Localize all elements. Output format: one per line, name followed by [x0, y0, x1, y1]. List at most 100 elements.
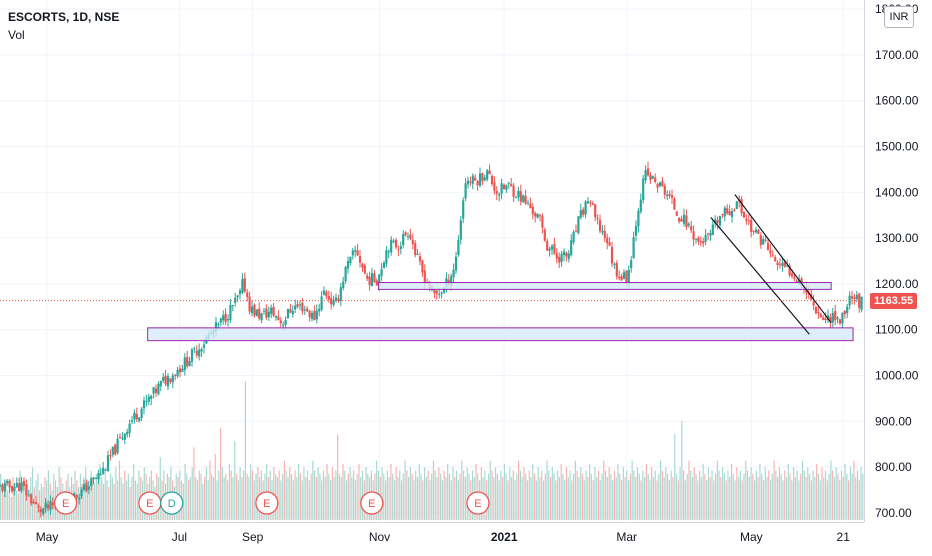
- candle-body: [466, 180, 470, 185]
- volume-bar: [732, 473, 734, 520]
- candle-body: [630, 260, 633, 269]
- volume-bar: [832, 470, 834, 520]
- volume-bar: [752, 473, 754, 520]
- price-tick-label: 1400.00: [875, 185, 919, 199]
- volume-bar: [196, 480, 199, 520]
- candle-body: [846, 306, 849, 314]
- volume-bar: [530, 477, 532, 520]
- trend-line: [734, 194, 832, 324]
- candle-body: [546, 241, 549, 251]
- volume-bar: [19, 470, 21, 520]
- candle-body: [214, 322, 218, 332]
- volume-bar: [807, 467, 809, 520]
- volume-bar: [289, 467, 291, 520]
- volume-bar: [354, 480, 356, 520]
- time-tick-label: Mar: [616, 530, 637, 544]
- volume-bar: [548, 470, 550, 520]
- candle-body: [850, 296, 854, 299]
- candle-body: [507, 183, 510, 185]
- candle-body: [517, 190, 520, 198]
- volume-bar: [739, 470, 741, 520]
- candle-body: [97, 473, 100, 480]
- volume-bar: [395, 467, 397, 520]
- volume-bar: [576, 470, 578, 520]
- candle-body: [740, 199, 743, 214]
- candle-body: [243, 278, 246, 292]
- candle-body: [18, 483, 21, 492]
- volume-bar: [603, 460, 605, 520]
- candle-body: [764, 239, 767, 241]
- volume-indicator-label[interactable]: Vol: [8, 28, 25, 42]
- candle-body: [450, 276, 453, 286]
- volume-bar: [725, 480, 727, 520]
- volume-bar: [755, 470, 757, 520]
- volume-bar: [344, 470, 346, 520]
- candle-body: [690, 225, 693, 231]
- candle-body: [526, 202, 530, 204]
- volume-bar: [702, 463, 704, 520]
- time-axis-svg[interactable]: May Jul Sep Nov 2021 Mar May 21: [0, 523, 864, 551]
- volume-bar: [273, 467, 275, 520]
- candle-body: [20, 482, 23, 491]
- candle-body: [841, 312, 844, 324]
- time-axis[interactable]: May Jul Sep Nov 2021 Mar May 21: [0, 522, 864, 551]
- volume-bar: [88, 487, 90, 520]
- candle-body: [246, 292, 249, 297]
- candle-body: [625, 270, 628, 283]
- candle-body: [253, 304, 256, 316]
- volume-bar: [727, 470, 729, 520]
- candle-body: [234, 297, 237, 303]
- candle-body: [673, 198, 676, 210]
- volume-bar: [746, 470, 749, 520]
- event-marker-label: E: [263, 498, 270, 510]
- volume-bar: [111, 477, 113, 520]
- candle-body: [363, 265, 366, 274]
- candle-body: [586, 201, 590, 204]
- volume-bar: [816, 463, 818, 520]
- candle-body: [654, 177, 657, 183]
- volume-bar: [136, 483, 138, 520]
- volume-bar: [521, 477, 523, 520]
- candle-body: [195, 350, 198, 356]
- volume-bar: [830, 460, 832, 520]
- candle-body: [32, 501, 35, 504]
- symbol-title[interactable]: ESCORTS, 1D, NSE: [8, 10, 120, 24]
- volume-bar: [523, 467, 525, 520]
- volume-bar: [418, 463, 420, 520]
- volume-bar: [324, 477, 326, 520]
- volume-bar: [234, 440, 236, 520]
- price-axis[interactable]: 1800.001700.001600.001500.001400.001300.…: [864, 0, 932, 522]
- candle-body: [570, 240, 573, 256]
- candle-body: [183, 357, 186, 370]
- candle-body: [236, 295, 239, 298]
- volume-bar: [769, 480, 772, 520]
- volume-bar: [819, 480, 821, 520]
- volume-bar: [620, 480, 623, 520]
- volume-bar: [722, 467, 724, 520]
- volume-bar: [331, 467, 333, 520]
- candle-body: [553, 243, 556, 254]
- candle-body: [147, 396, 150, 402]
- currency-badge[interactable]: INR: [884, 6, 914, 28]
- candle-body: [332, 300, 335, 305]
- volume-bar: [784, 470, 786, 520]
- volume-bar: [244, 381, 246, 520]
- volume-bar: [860, 467, 862, 520]
- volume-bar: [778, 467, 781, 520]
- resistance-zone: [377, 282, 832, 290]
- candle-body: [589, 202, 592, 204]
- candle-body: [543, 229, 546, 241]
- price-axis-svg[interactable]: 1800.001700.001600.001500.001400.001300.…: [865, 0, 932, 522]
- volume-bar: [255, 473, 257, 520]
- volume-bar: [581, 473, 584, 520]
- event-marker-label: E: [368, 498, 375, 510]
- candle-body: [258, 308, 261, 319]
- volume-bar: [448, 473, 451, 520]
- volume-bar: [553, 473, 555, 520]
- candle-body: [486, 170, 489, 180]
- candle-body: [279, 320, 282, 324]
- volume-bar: [283, 460, 286, 520]
- candle-body: [670, 195, 674, 198]
